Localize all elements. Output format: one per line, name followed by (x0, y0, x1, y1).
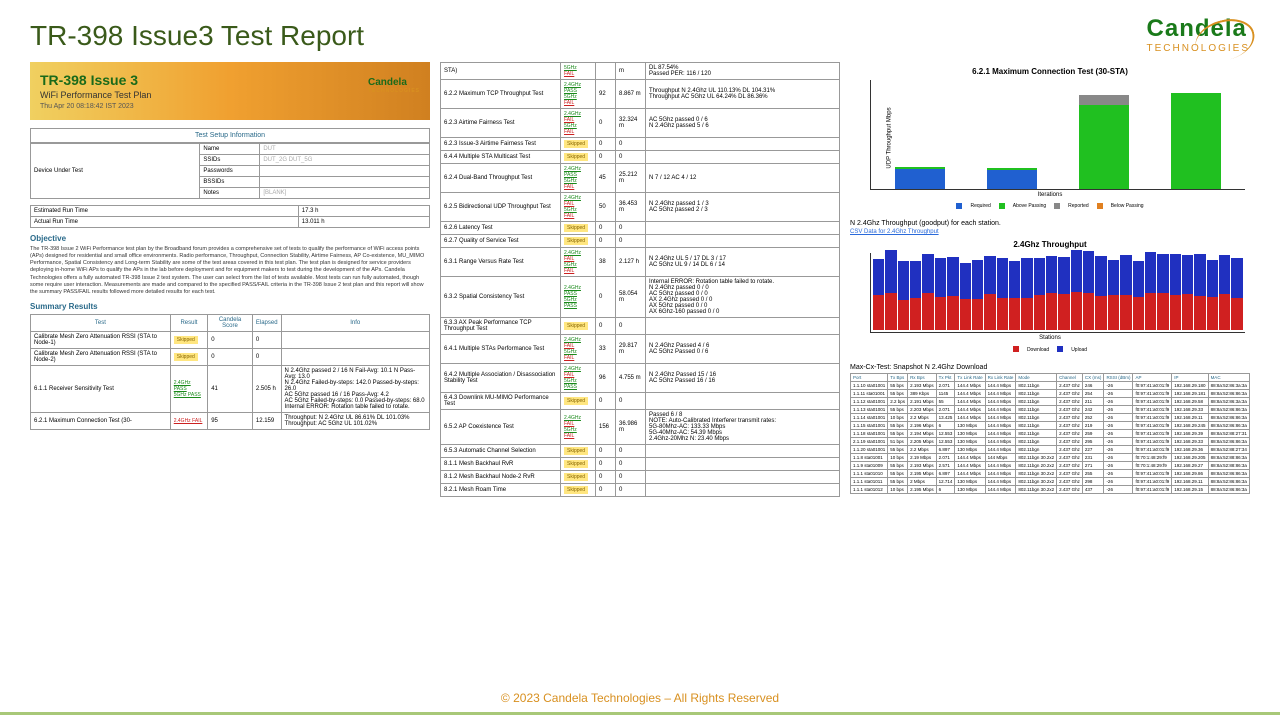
chart1-title: 6.2.1 Maximum Connection Test (30-STA) (855, 67, 1245, 76)
column-right: 6.2.1 Maximum Connection Test (30-STA) U… (850, 62, 1250, 503)
banner-date: Thu Apr 20 08:18:42 IST 2023 (40, 103, 420, 110)
bar-chart-area: UDP Throughput Mbps (870, 80, 1245, 190)
setup-table: Device Under TestNameDUTSSIDsDUT_2G DUT_… (30, 143, 430, 199)
chart2-title: 2.4Ghz Throughput (855, 240, 1245, 249)
footer-text: © 2023 Candela Technologies – All Rights… (0, 691, 1280, 705)
summary-table: TestResultCandela ScoreElapsedInfoCalibr… (30, 314, 430, 430)
banner-logo: CandelaTECHNOLOGIES (368, 77, 420, 94)
chart1-ylabel: UDP Throughput Mbps (887, 107, 893, 168)
throughput-note: N 2.4Ghz Throughput (goodput) for each s… (850, 220, 1250, 227)
throughput-bars (870, 253, 1245, 333)
chart2-legend: DownloadUpload (855, 346, 1245, 352)
objective-heading: Objective (30, 234, 430, 243)
chart1-legend: RequiredAbove PassingReportedBelow Passi… (855, 203, 1245, 209)
setup-title: Test Setup Information (30, 128, 430, 143)
column-mid: STA)5GHzFAILmDL 87.54% Passed PER: 116 /… (440, 62, 840, 503)
snapshot-table: PortTx BpsRx BpsTx PktTx Link RateRx Lin… (850, 373, 1250, 494)
banner-subtitle: WiFi Performance Test Plan (40, 90, 420, 100)
logo: Candela TECHNOLOGIES (1147, 15, 1250, 54)
banner-title: TR-398 Issue 3 (40, 72, 420, 88)
objective-text: The TR-398 Issue 2 WiFi Performance test… (30, 246, 430, 296)
column-left: TR-398 Issue 3 WiFi Performance Test Pla… (30, 62, 430, 503)
report-banner: TR-398 Issue 3 WiFi Performance Test Pla… (30, 62, 430, 120)
summary-heading: Summary Results (30, 302, 430, 311)
chart1-xlabel: Iterations (855, 192, 1245, 198)
footer-line (0, 712, 1280, 715)
snapshot-title: Max-Cx-Test: Snapshot N 2.4Ghz Download (850, 364, 1250, 371)
page-title: TR-398 Issue3 Test Report (0, 0, 1280, 62)
throughput-chart: 2.4Ghz Throughput Stations DownloadUploa… (850, 235, 1250, 357)
max-connection-chart: 6.2.1 Maximum Connection Test (30-STA) U… (850, 62, 1250, 214)
times-table: Estimated Run Time17.3 hActual Run Time1… (30, 205, 430, 228)
chart2-xlabel: Stations (855, 335, 1245, 341)
results-table-2: STA)5GHzFAILmDL 87.54% Passed PER: 116 /… (440, 62, 840, 497)
